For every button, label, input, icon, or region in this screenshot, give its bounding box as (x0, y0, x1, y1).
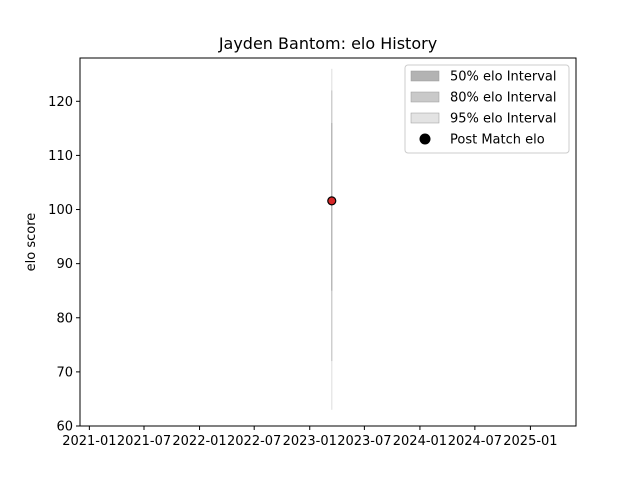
legend-swatch (410, 91, 440, 103)
x-tick-label: 2022-07 (227, 434, 281, 449)
legend-swatch (410, 70, 440, 82)
x-tick-label: 2021-01 (62, 434, 116, 449)
legend-label: 80% elo Interval (450, 91, 557, 106)
chart-title: Jayden Bantom: elo History (218, 34, 437, 53)
interval-bands (331, 68, 333, 410)
legend-label: 95% elo Interval (450, 112, 557, 127)
legend-label: 50% elo Interval (450, 70, 557, 85)
legend-label: Post Match elo (450, 133, 545, 148)
legend-box (404, 64, 570, 154)
elo-point (327, 196, 337, 206)
x-tick-label: 2024-01 (393, 434, 447, 449)
y-axis-label: elo score (24, 213, 39, 272)
x-axis-ticks: 2021-01 2021-07 2022-01 2022-07 2023-01 2023-… (62, 426, 558, 449)
y-tick-label: 70 (56, 365, 73, 380)
y-tick-label: 120 (48, 95, 73, 110)
data-points (327, 196, 337, 206)
y-axis-ticks: 60 70 80 90 100 110 120 (48, 95, 80, 435)
legend-swatch (410, 112, 440, 124)
legend-marker (419, 133, 431, 145)
legend: 50% elo Interval 80% elo Interval 95% elo … (404, 64, 570, 154)
x-tick-label: 2024-07 (448, 434, 502, 449)
y-tick-label: 80 (56, 311, 73, 326)
x-tick-label: 2023-01 (283, 434, 337, 449)
y-tick-label: 90 (56, 257, 73, 272)
plot-frame (79, 57, 577, 427)
y-tick-label: 110 (48, 149, 73, 164)
interval-band (331, 122, 333, 291)
y-tick-label: 60 (56, 420, 73, 435)
x-tick-label: 2025-01 (503, 434, 557, 449)
x-tick-label: 2023-07 (337, 434, 391, 449)
x-tick-label: 2022-01 (172, 434, 226, 449)
y-tick-label: 100 (48, 203, 73, 218)
x-tick-label: 2021-07 (117, 434, 171, 449)
